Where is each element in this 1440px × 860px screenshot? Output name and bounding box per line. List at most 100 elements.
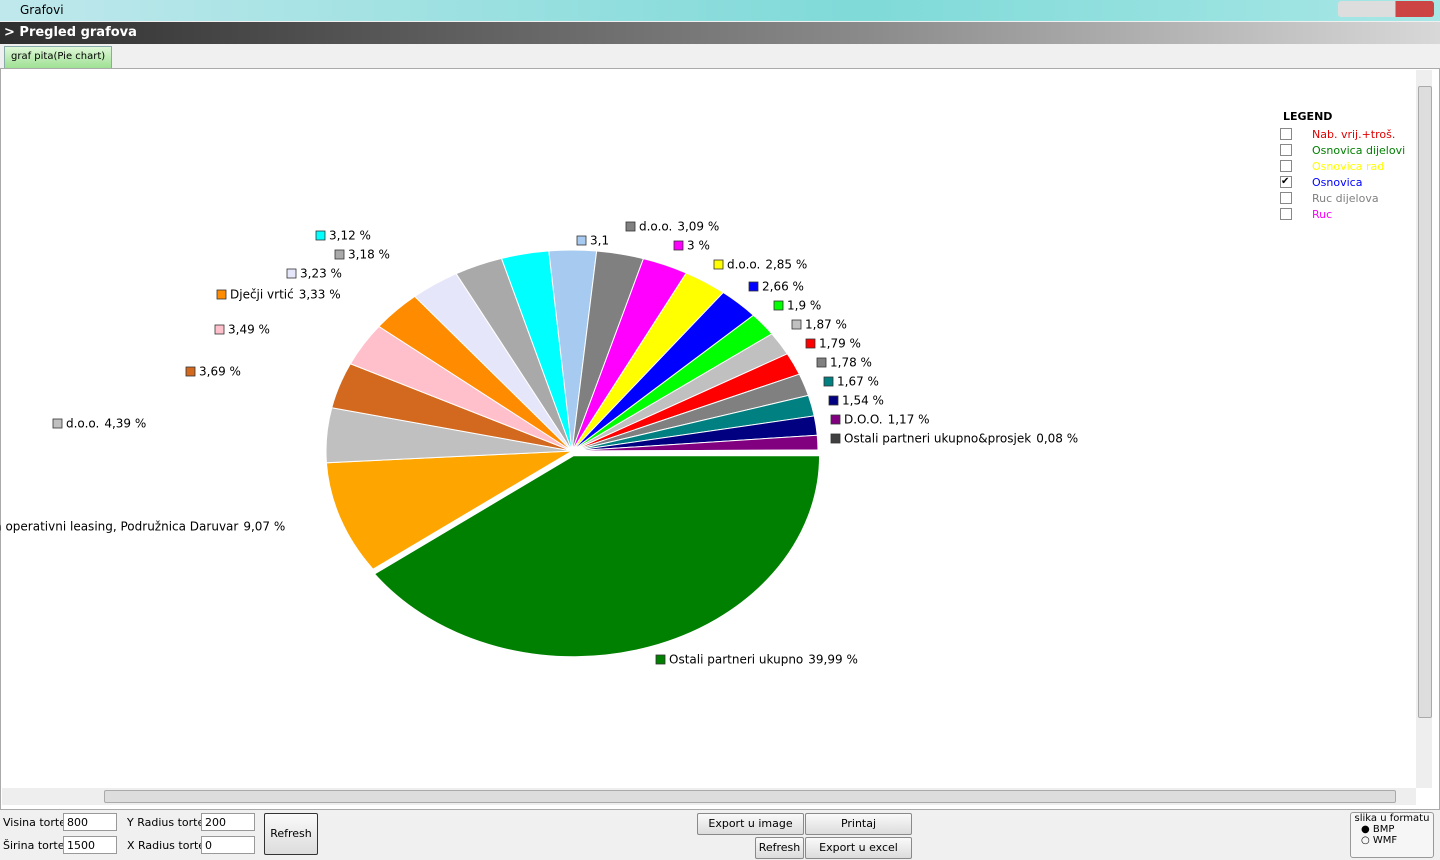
slice-label: 1,17 % <box>888 413 930 427</box>
scroll-thumb[interactable] <box>1418 86 1432 718</box>
header: > Pregled grafova <box>0 22 1440 44</box>
checkbox[interactable]: ✔ <box>1280 176 1292 188</box>
label-swatch <box>713 259 724 270</box>
slice-label: 3,49 % <box>228 323 270 337</box>
format-group: slika u formatu ● BMP ○ WMF <box>1350 812 1434 858</box>
label-swatch <box>823 376 834 387</box>
label-swatch <box>805 338 816 349</box>
label-swatch <box>748 281 759 292</box>
label-swatch <box>576 235 587 246</box>
legend-item[interactable]: Nab. vrij.+troš. <box>1280 126 1405 142</box>
slice-name: D.O.O. <box>844 413 883 427</box>
legend-item[interactable]: Osnovica dijelovi <box>1280 142 1405 158</box>
slice-name: d.o.o. <box>639 220 672 234</box>
slice-label: 4,39 % <box>104 417 146 431</box>
slice-label: 3,18 % <box>348 248 390 262</box>
label-swatch <box>334 249 345 260</box>
legend-label: Osnovica <box>1312 175 1363 189</box>
slice-label: 3,69 % <box>199 365 241 379</box>
pie-slice <box>571 449 819 452</box>
slice-name: d.o.o. <box>66 417 99 431</box>
label-swatch <box>315 230 326 241</box>
legend-label: Nab. vrij.+troš. <box>1312 127 1396 141</box>
slice-name: Ostali partneri ukupno&prosjek <box>844 432 1031 446</box>
slice-label: 2,66 % <box>762 280 804 294</box>
slice-name: Ostali partneri ukupno <box>669 653 803 667</box>
legend-label: Ruc <box>1312 207 1333 221</box>
legend-label: Osnovica dijelovi <box>1312 143 1406 157</box>
export-image-button[interactable]: Export u image <box>697 813 804 835</box>
checkbox[interactable] <box>1280 192 1292 204</box>
scroll-thumb[interactable] <box>104 790 1396 803</box>
legend-label: Osnovica rad <box>1312 159 1385 173</box>
refresh-button[interactable]: Refresh <box>264 813 318 855</box>
spinbox[interactable]: 0 <box>201 836 255 854</box>
checkbox[interactable] <box>1280 208 1292 220</box>
slice-label: 2,85 % <box>765 258 807 272</box>
slice-label: 1,9 % <box>787 299 821 313</box>
refresh-button[interactable]: Refresh <box>755 837 804 859</box>
slice-name: d.o.o. <box>727 258 760 272</box>
slice-label: 39,99 % <box>808 653 858 667</box>
slice-label: 1,87 % <box>805 318 847 332</box>
label-swatch <box>830 433 841 444</box>
slice-label: 3 % <box>687 239 710 253</box>
label-swatch <box>816 357 827 368</box>
window-buttons[interactable] <box>1338 1 1434 17</box>
legend-item[interactable]: Osnovica rad <box>1280 158 1405 174</box>
checkbox[interactable] <box>1280 160 1292 172</box>
label-swatch <box>773 300 784 311</box>
label: Visina torte <box>3 816 66 829</box>
label-swatch <box>625 221 636 232</box>
spinbox[interactable]: 1500 <box>63 836 117 854</box>
label: X Radius torte <box>127 839 206 852</box>
slice-label: 1,67 % <box>837 375 879 389</box>
v-scrollbar[interactable] <box>1416 70 1432 788</box>
export-excel-button[interactable]: Export u excel <box>805 837 912 859</box>
slice-label: 3,09 % <box>677 220 719 234</box>
slice-label: 3,23 % <box>300 267 342 281</box>
label: Y Radius torte <box>127 816 205 829</box>
legend-item[interactable]: ✔ Osnovica <box>1280 174 1405 190</box>
label-swatch <box>828 395 839 406</box>
radio-wmf[interactable]: ○ WMF <box>1361 835 1398 846</box>
label: Širina torte <box>3 839 65 852</box>
label-swatch <box>673 240 684 251</box>
slice-name: Dječji vrtić <box>230 288 294 302</box>
slice-label: 1,78 % <box>830 356 872 370</box>
label-swatch <box>830 414 841 425</box>
radio-label: WMF <box>1372 835 1398 846</box>
pie-chart: Ostali partneri ukupno 39,99 % za operativ… <box>0 220 1078 667</box>
pie-slice <box>373 455 821 658</box>
slice-label: 1,79 % <box>819 337 861 351</box>
checkbox[interactable] <box>1280 144 1292 156</box>
label-swatch <box>791 319 802 330</box>
legend-item[interactable]: Ruc dijelova <box>1280 190 1405 206</box>
label-swatch <box>216 289 227 300</box>
pie-slice <box>325 450 573 570</box>
checkbox[interactable] <box>1280 128 1292 140</box>
legend-label: Ruc dijelova <box>1312 191 1379 205</box>
legend-item[interactable]: Ruc <box>1280 206 1405 222</box>
slice-label: 3,1 <box>590 234 609 248</box>
h-scrollbar[interactable] <box>2 788 1416 805</box>
slice-label: 9,07 % <box>243 520 285 534</box>
spinbox[interactable]: 200 <box>201 813 255 831</box>
label-swatch <box>286 268 297 279</box>
radio-bmp[interactable]: ● BMP <box>1361 824 1395 835</box>
title-bar: Grafovi <box>0 0 1440 21</box>
slice-label: 3,12 % <box>329 229 371 243</box>
slice-name: za operativni leasing, Podružnica Daruva… <box>0 520 238 534</box>
label-swatch <box>185 366 196 377</box>
group-title: slika u formatu <box>1354 813 1430 824</box>
print-button[interactable]: Printaj <box>805 813 912 835</box>
slice-label: 1,54 % <box>842 394 884 408</box>
label-swatch <box>214 324 225 335</box>
legend-title: LEGEND <box>1283 110 1333 123</box>
slice-label: 3,33 % <box>299 288 341 302</box>
label-swatch <box>52 418 63 429</box>
slice-label: 0,08 % <box>1036 432 1078 446</box>
spinbox[interactable]: 800 <box>63 813 117 831</box>
label-swatch <box>655 654 666 665</box>
